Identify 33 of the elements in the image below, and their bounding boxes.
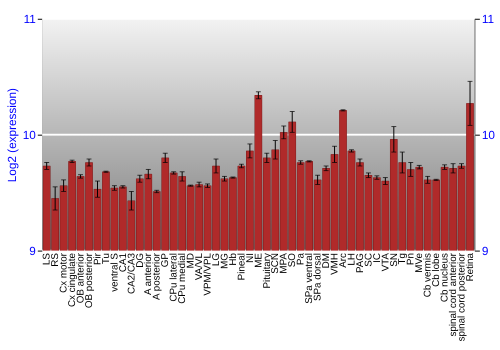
x-tick-label: Pir [92,252,104,266]
x-tick-label: ME [253,252,264,268]
x-tick-label: VTA [380,252,392,272]
x-tick-label: LH [346,253,358,266]
x-tick-label: PAG [354,253,366,274]
x-tick-label: VMH [329,253,340,275]
y-tick-label: 11 [24,13,36,26]
y2-tick-label: 9 [482,245,488,258]
y-tick-label: 9 [29,245,36,258]
x-tick-label: NI [244,253,256,263]
x-tick-label: ventral S [109,252,120,292]
x-tick-label: CA2/CA3 [126,252,138,294]
x-tick-label: VPM/VPL [202,252,214,296]
x-tick-label: Retina [464,252,476,282]
x-tick-label: spinal cord posterior [456,252,468,342]
y2-tick-label: 10 [482,129,496,142]
x-tick-label: Tu [100,253,112,264]
x-tick-label: CA1 [118,253,129,272]
x-tick-label: Pituitary [262,252,273,289]
x-tick-label: Pineal [236,253,248,280]
y-axis-title: Log2 (expression) [6,88,19,182]
y2-tick-label: 11 [482,13,494,26]
x-tick-label: LG [210,253,222,266]
x-tick-label: Tg [397,253,408,265]
x-tick-label: Hb [228,252,239,266]
x-tick-label: A posterior [152,252,163,300]
x-tick-label: RS [50,252,62,267]
x-tick-label: Arc [338,252,349,268]
x-tick-label: OB anterior [76,252,86,304]
x-tick-label: IC [372,253,383,263]
y-tick-label: 10 [22,129,36,142]
x-tick-label: OB posterior [84,252,95,308]
x-tick-label: SC [363,253,374,267]
